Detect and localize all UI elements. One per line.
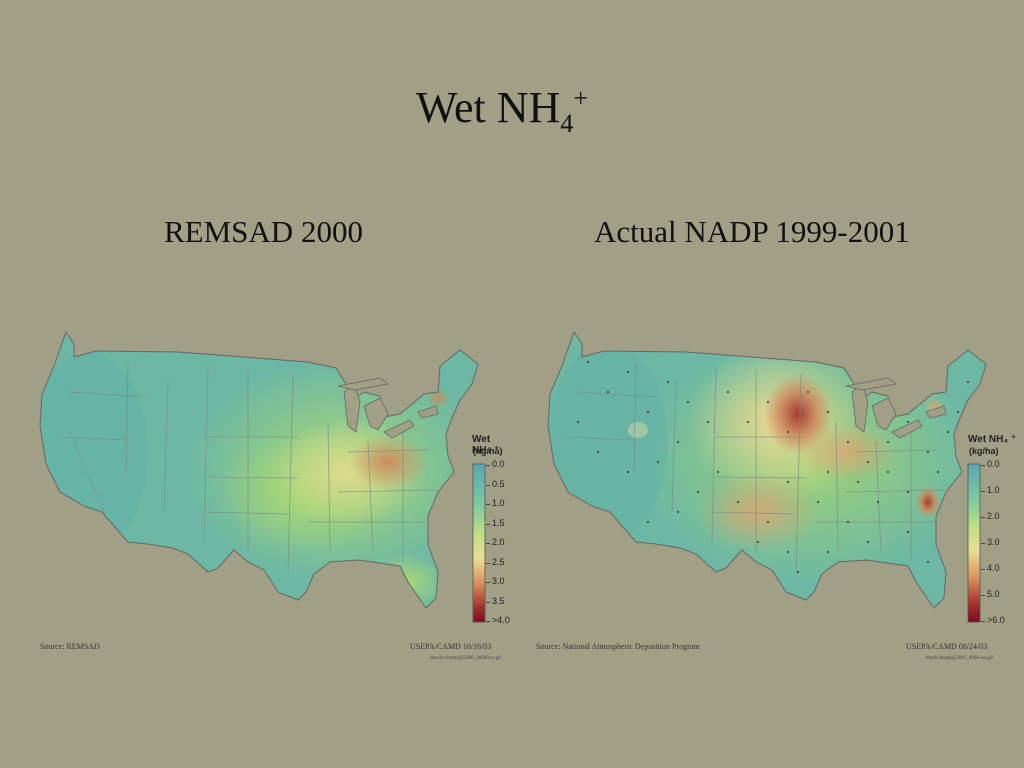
nadp-map	[547, 330, 987, 623]
left-map-heading: REMSAD 2000	[164, 214, 363, 249]
remsad-tick: 1.5	[486, 518, 505, 528]
title-text: Wet NH	[416, 83, 561, 132]
nadp-tick: 0.0	[981, 459, 1000, 469]
remsad-tick: >4.0	[486, 615, 510, 625]
remsad-tick: 0.0	[486, 459, 505, 469]
remsad-tick: 3.0	[486, 576, 505, 586]
nadp-tick: 1.0	[981, 485, 1000, 495]
remsad-tick: 3.5	[486, 596, 505, 606]
nadp-map-panel: Wet NH₄ ⁺ (kg/ha) 0.0 1.0 2.0 3.0 4.0 5.…	[528, 322, 1024, 664]
remsad-map	[39, 330, 486, 623]
remsad-tick: 0.5	[486, 479, 505, 489]
title-subscript: 4	[560, 108, 574, 138]
nadp-source: Source: National Atmospheric Deposition …	[536, 642, 700, 651]
nadp-filename: thndvcdnadp@2001_d000-ws.gif	[926, 656, 993, 661]
remsad-source: Source: REMSAD	[40, 642, 100, 651]
remsad-tick: 1.0	[486, 498, 505, 508]
nadp-tick: >6.0	[981, 615, 1005, 625]
right-map-heading: Actual NADP 1999-2001	[594, 214, 910, 249]
nadp-site-markers	[577, 361, 969, 573]
remsad-tick: 2.0	[486, 537, 505, 547]
nadp-tick: 4.0	[981, 563, 1000, 573]
nadp-tick: 5.0	[981, 589, 1000, 599]
remsad-legend-unit: (kg/ha)	[473, 446, 503, 456]
nadp-legend-unit: (kg/ha)	[969, 446, 999, 456]
nadp-agency: USEPA/CAMD 08/24/03	[906, 642, 988, 651]
remsad-agency: USEPA/CAMD 10/16/03	[410, 642, 492, 651]
nadp-tick: 2.0	[981, 511, 1000, 521]
remsad-legend-title: Wet NH₄ ⁺	[472, 434, 500, 456]
remsad-tick: 2.5	[486, 557, 505, 567]
title-superscript: +	[573, 83, 588, 113]
remsad-filename: dmsdcv/remsd@2000_d0000-sv.gif	[430, 656, 502, 661]
slide-title: Wet NH4+	[0, 82, 1004, 139]
nadp-tick: 3.0	[981, 537, 1000, 547]
nadp-legend-title: Wet NH₄ ⁺	[968, 434, 1017, 445]
remsad-map-panel: Wet NH₄ ⁺ (kg/ha) 0.0 0.5 1.0 1.5 2.0 2.…	[8, 322, 510, 664]
